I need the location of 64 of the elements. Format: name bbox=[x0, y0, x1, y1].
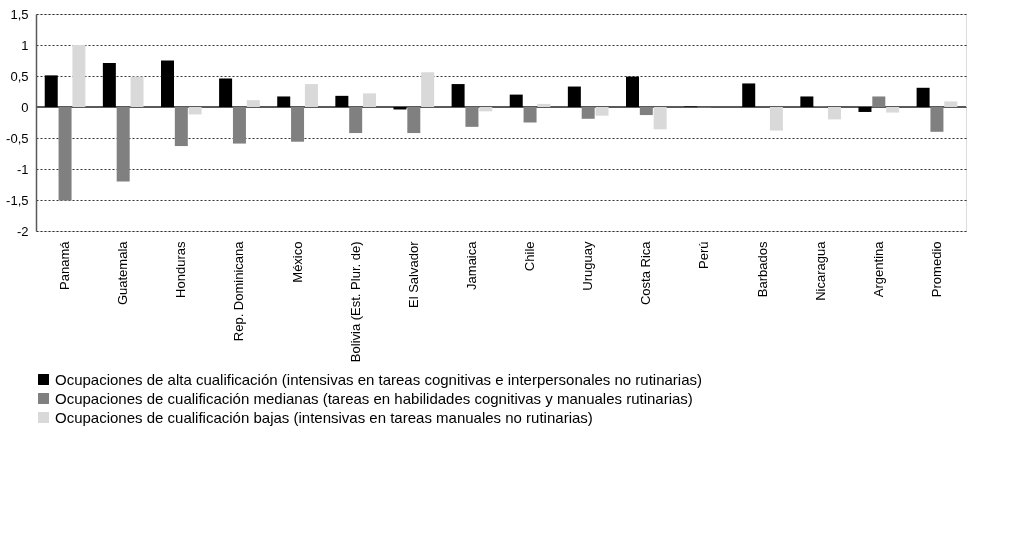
bar bbox=[277, 96, 291, 107]
bar bbox=[944, 101, 958, 107]
bar bbox=[407, 107, 421, 134]
y-tick-label: -1 bbox=[16, 161, 29, 177]
bar bbox=[246, 100, 260, 107]
bar bbox=[116, 107, 130, 182]
x-tick-label: Panamá bbox=[57, 240, 73, 290]
bar bbox=[421, 72, 435, 107]
bar bbox=[335, 95, 349, 107]
bar bbox=[581, 107, 595, 119]
bar bbox=[523, 107, 537, 123]
x-tick-label: Chile bbox=[522, 241, 538, 272]
x-tick-label: Promedio bbox=[928, 241, 944, 298]
bar bbox=[465, 107, 479, 127]
bar bbox=[291, 107, 305, 142]
x-tick-label: Jamaica bbox=[463, 240, 479, 290]
bar bbox=[916, 87, 930, 107]
y-tick-label: -1,5 bbox=[6, 192, 29, 208]
bar bbox=[537, 103, 551, 107]
x-tick-label: Guatemala bbox=[115, 240, 131, 306]
bar bbox=[567, 86, 581, 107]
x-tick-label: Rep. Dominicana bbox=[231, 240, 247, 342]
bar bbox=[363, 93, 377, 107]
bar bbox=[886, 107, 900, 113]
bar bbox=[872, 96, 886, 107]
y-tick-label: 0,5 bbox=[10, 68, 29, 84]
legend-label: Ocupaciones de alta cualificación (intensivas en tareas cognitivas e interpersonales no rutinarias) bbox=[55, 370, 703, 388]
bar bbox=[769, 107, 783, 131]
bar bbox=[58, 107, 72, 201]
legend-label: Ocupaciones de cualificación medianas (tareas en habilidades cognitivas y manuales rutinarias) bbox=[55, 389, 693, 407]
bar bbox=[232, 107, 246, 144]
bar bbox=[858, 107, 872, 112]
x-tick-label: Bolivia (Est. Plur. de) bbox=[347, 241, 363, 363]
y-tick-label: -2 bbox=[16, 223, 29, 239]
x-tick-label: Honduras bbox=[173, 241, 189, 298]
bar bbox=[639, 107, 653, 116]
bar bbox=[742, 83, 756, 107]
bar bbox=[800, 96, 814, 107]
bar bbox=[451, 84, 465, 107]
x-tick-label: Costa Rica bbox=[638, 240, 654, 306]
x-tick-label: México bbox=[289, 241, 305, 283]
x-tick-label: Argentina bbox=[870, 240, 886, 298]
bar bbox=[304, 84, 318, 107]
bar bbox=[930, 107, 944, 132]
bar bbox=[174, 107, 188, 147]
bar bbox=[828, 107, 842, 120]
x-tick-label: El Salvador bbox=[405, 240, 421, 308]
y-tick-label: 0 bbox=[21, 99, 29, 115]
bar bbox=[72, 45, 86, 107]
y-tick-label: -0,5 bbox=[6, 130, 29, 146]
y-tick-label: 1 bbox=[21, 37, 29, 53]
x-tick-label: Nicaragua bbox=[812, 240, 828, 301]
bar bbox=[130, 76, 144, 107]
bar bbox=[595, 107, 609, 116]
bar bbox=[509, 94, 523, 107]
x-tick-label: Barbados bbox=[754, 241, 770, 298]
bar bbox=[349, 107, 363, 134]
y-tick-label: 1,5 bbox=[10, 6, 29, 22]
x-tick-label: Uruguay bbox=[580, 241, 596, 291]
legend-label: Ocupaciones de cualificación bajas (intensivas en tareas manuales no rutinarias) bbox=[55, 408, 593, 426]
bar bbox=[479, 107, 493, 112]
bar bbox=[188, 107, 202, 115]
x-tick-label: Perú bbox=[696, 241, 712, 269]
bar bbox=[653, 107, 667, 130]
